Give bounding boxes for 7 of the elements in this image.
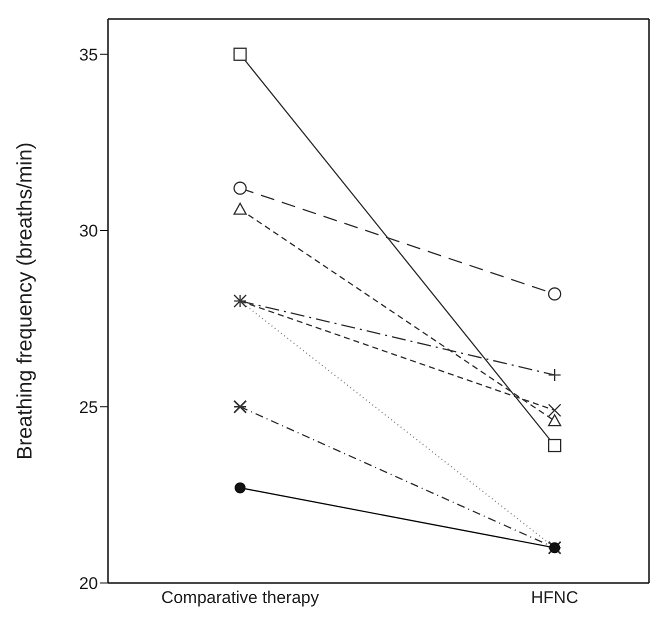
x-tick-label: Comparative therapy	[161, 588, 320, 608]
y-tick-label: 30	[79, 222, 98, 241]
y-tick-label: 20	[79, 574, 98, 594]
y-axis-title: Breathing frequency (breaths/min)	[13, 142, 36, 460]
y-tick-label: 35	[79, 45, 98, 64]
x-tick-label: HFNC	[531, 588, 578, 608]
y-tick-label: 25	[79, 398, 98, 417]
